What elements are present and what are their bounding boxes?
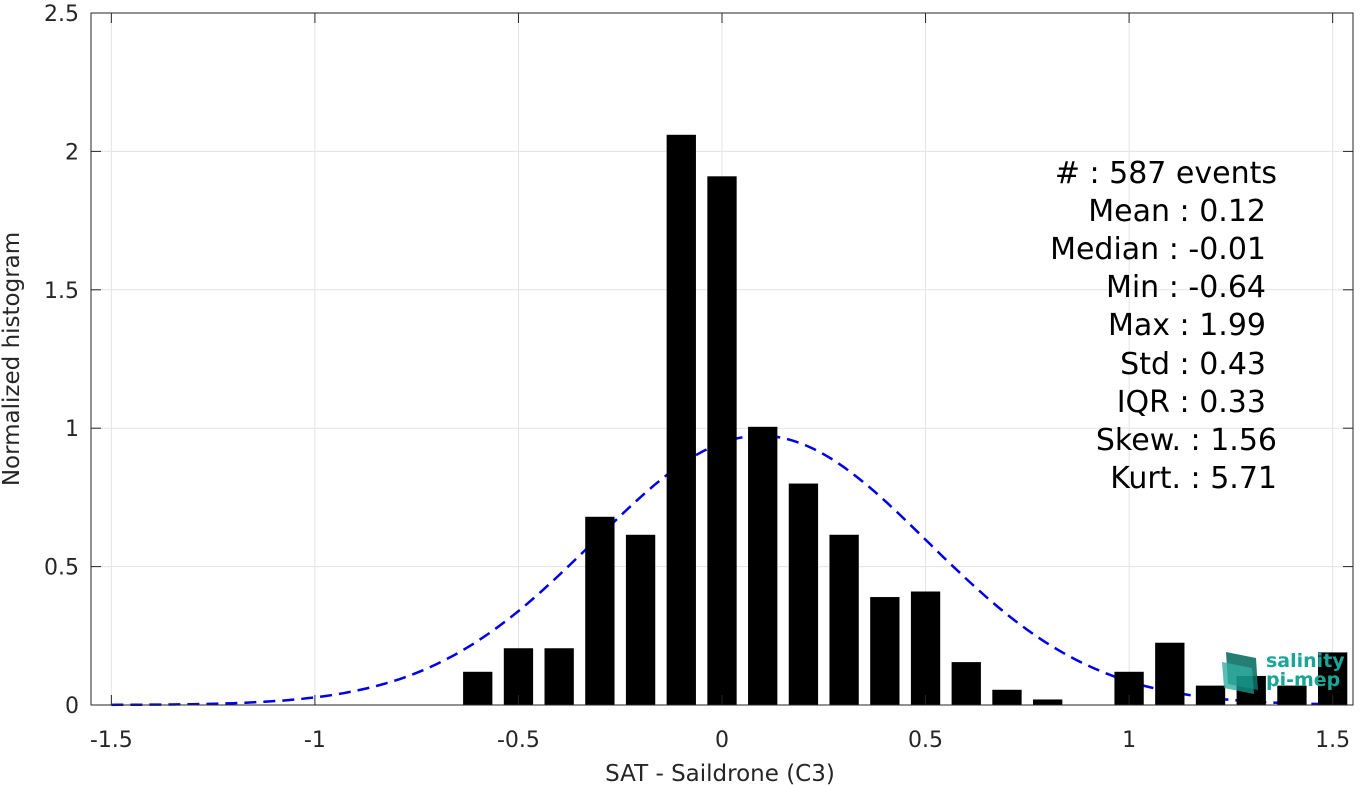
histogram-bar — [585, 516, 615, 705]
histogram-bar — [829, 534, 859, 705]
histogram-bar — [463, 671, 493, 705]
stats-mean: Mean : 0.12 — [1088, 194, 1266, 229]
histogram-bar — [748, 426, 778, 705]
histogram-bar — [1195, 685, 1226, 705]
stats-count: # : 587 events — [1055, 156, 1277, 191]
x-tick-label: -1.5 — [90, 728, 133, 753]
y-tick-label: 2 — [65, 140, 79, 165]
x-tick-label: -0.5 — [497, 728, 540, 753]
stats-iqr: IQR : 0.33 — [1117, 385, 1266, 420]
histogram-bars — [463, 134, 1348, 706]
histogram-bar — [625, 534, 656, 705]
histogram-bar — [1277, 685, 1307, 705]
y-tick-label: 1.5 — [44, 279, 79, 304]
histogram-bar — [707, 176, 737, 705]
y-axis-label: Normalized histogram — [0, 232, 25, 486]
stats-median: Median : -0.01 — [1050, 232, 1266, 267]
histogram-bar — [951, 662, 981, 705]
logo-text-pimep: pi-mep — [1266, 669, 1340, 691]
x-tick-labels: -1.5 -1 -0.5 0 0.5 1 1.5 — [90, 728, 1350, 753]
histogram-bar — [992, 689, 1022, 705]
x-tick-label: -1 — [304, 728, 326, 753]
logo-text-salinity: salinity — [1266, 650, 1345, 672]
y-tick-label: 2.5 — [44, 2, 79, 27]
x-tick-label: 1.5 — [1315, 728, 1350, 753]
histogram-bar — [910, 591, 941, 705]
stats-box: # : 587 events Mean : 0.12 Median : -0.0… — [1050, 156, 1277, 496]
histogram-bar — [788, 483, 819, 705]
stats-std: Std : 0.43 — [1120, 347, 1266, 382]
y-tick-labels: 0 0.5 1 1.5 2 2.5 — [44, 2, 79, 719]
histogram-bar — [1033, 699, 1063, 705]
x-tick-label: 1 — [1122, 728, 1136, 753]
stats-min: Min : -0.64 — [1106, 270, 1266, 305]
y-tick-label: 1 — [65, 417, 79, 442]
logo-emblem-icon — [1222, 652, 1258, 694]
x-tick-label: 0.5 — [908, 728, 943, 753]
histogram-bar — [1155, 642, 1185, 705]
histogram-bar — [666, 134, 696, 706]
axes — [90, 12, 1354, 706]
salinity-pimep-logo: salinity pi-mep — [1222, 650, 1345, 694]
x-tick-label: 0 — [715, 728, 729, 753]
stats-kurt: Kurt. : 5.71 — [1110, 461, 1277, 496]
y-tick-label: 0 — [65, 694, 79, 719]
stats-skew: Skew. : 1.56 — [1096, 423, 1277, 458]
histogram-bar — [544, 648, 574, 705]
x-axis-label: SAT - Saildrone (C3) — [605, 761, 835, 785]
histogram-bar — [870, 597, 900, 705]
y-tick-label: 0.5 — [44, 556, 79, 581]
stats-max: Max : 1.99 — [1108, 308, 1266, 343]
